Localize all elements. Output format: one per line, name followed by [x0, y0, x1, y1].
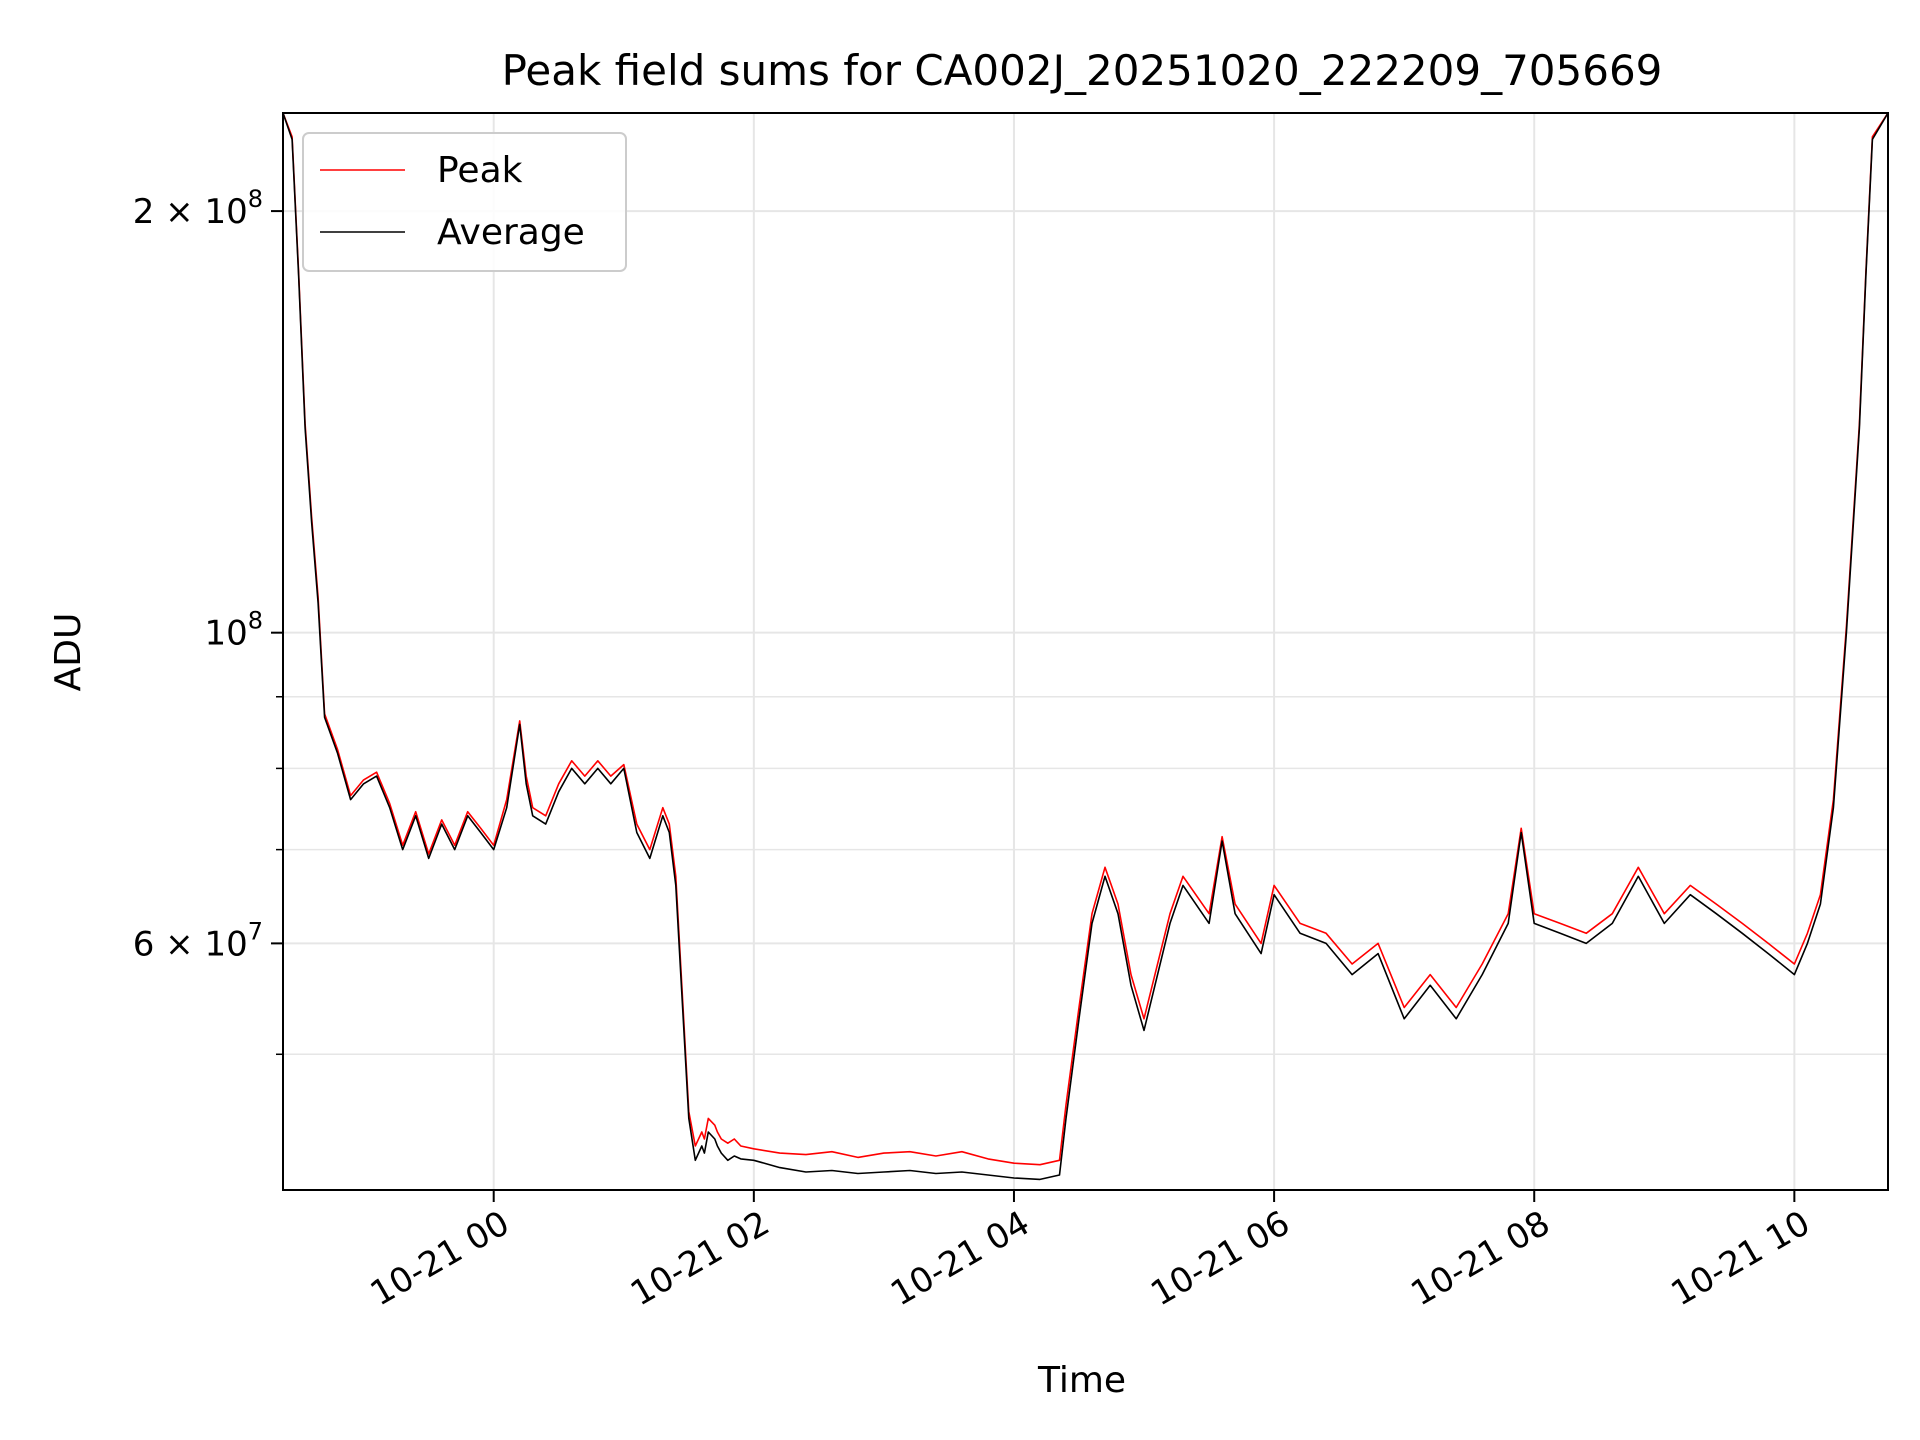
series-line-peak: [282, 112, 1889, 1166]
legend-box: [302, 132, 627, 272]
series-line-average: [282, 112, 1889, 1181]
legend-average-label: Average: [437, 212, 585, 253]
legend-peak-label: Peak: [437, 150, 523, 191]
chart-title: Peak field sums for CA002J_20251020_2222…: [502, 46, 1663, 95]
x-axis-label: Time: [1037, 1360, 1126, 1401]
y-tick-label-2: 6 × 107: [133, 917, 263, 964]
y-axis-label: ADU: [48, 613, 89, 692]
y-tick-label-1: 108: [204, 607, 263, 654]
grid: [283, 113, 1888, 1190]
legend: Peak Average: [302, 132, 627, 272]
plot-frame: [282, 112, 1889, 1191]
y-tick-label-0: 2 × 108: [133, 185, 263, 232]
plot-lines: [282, 112, 1889, 1181]
